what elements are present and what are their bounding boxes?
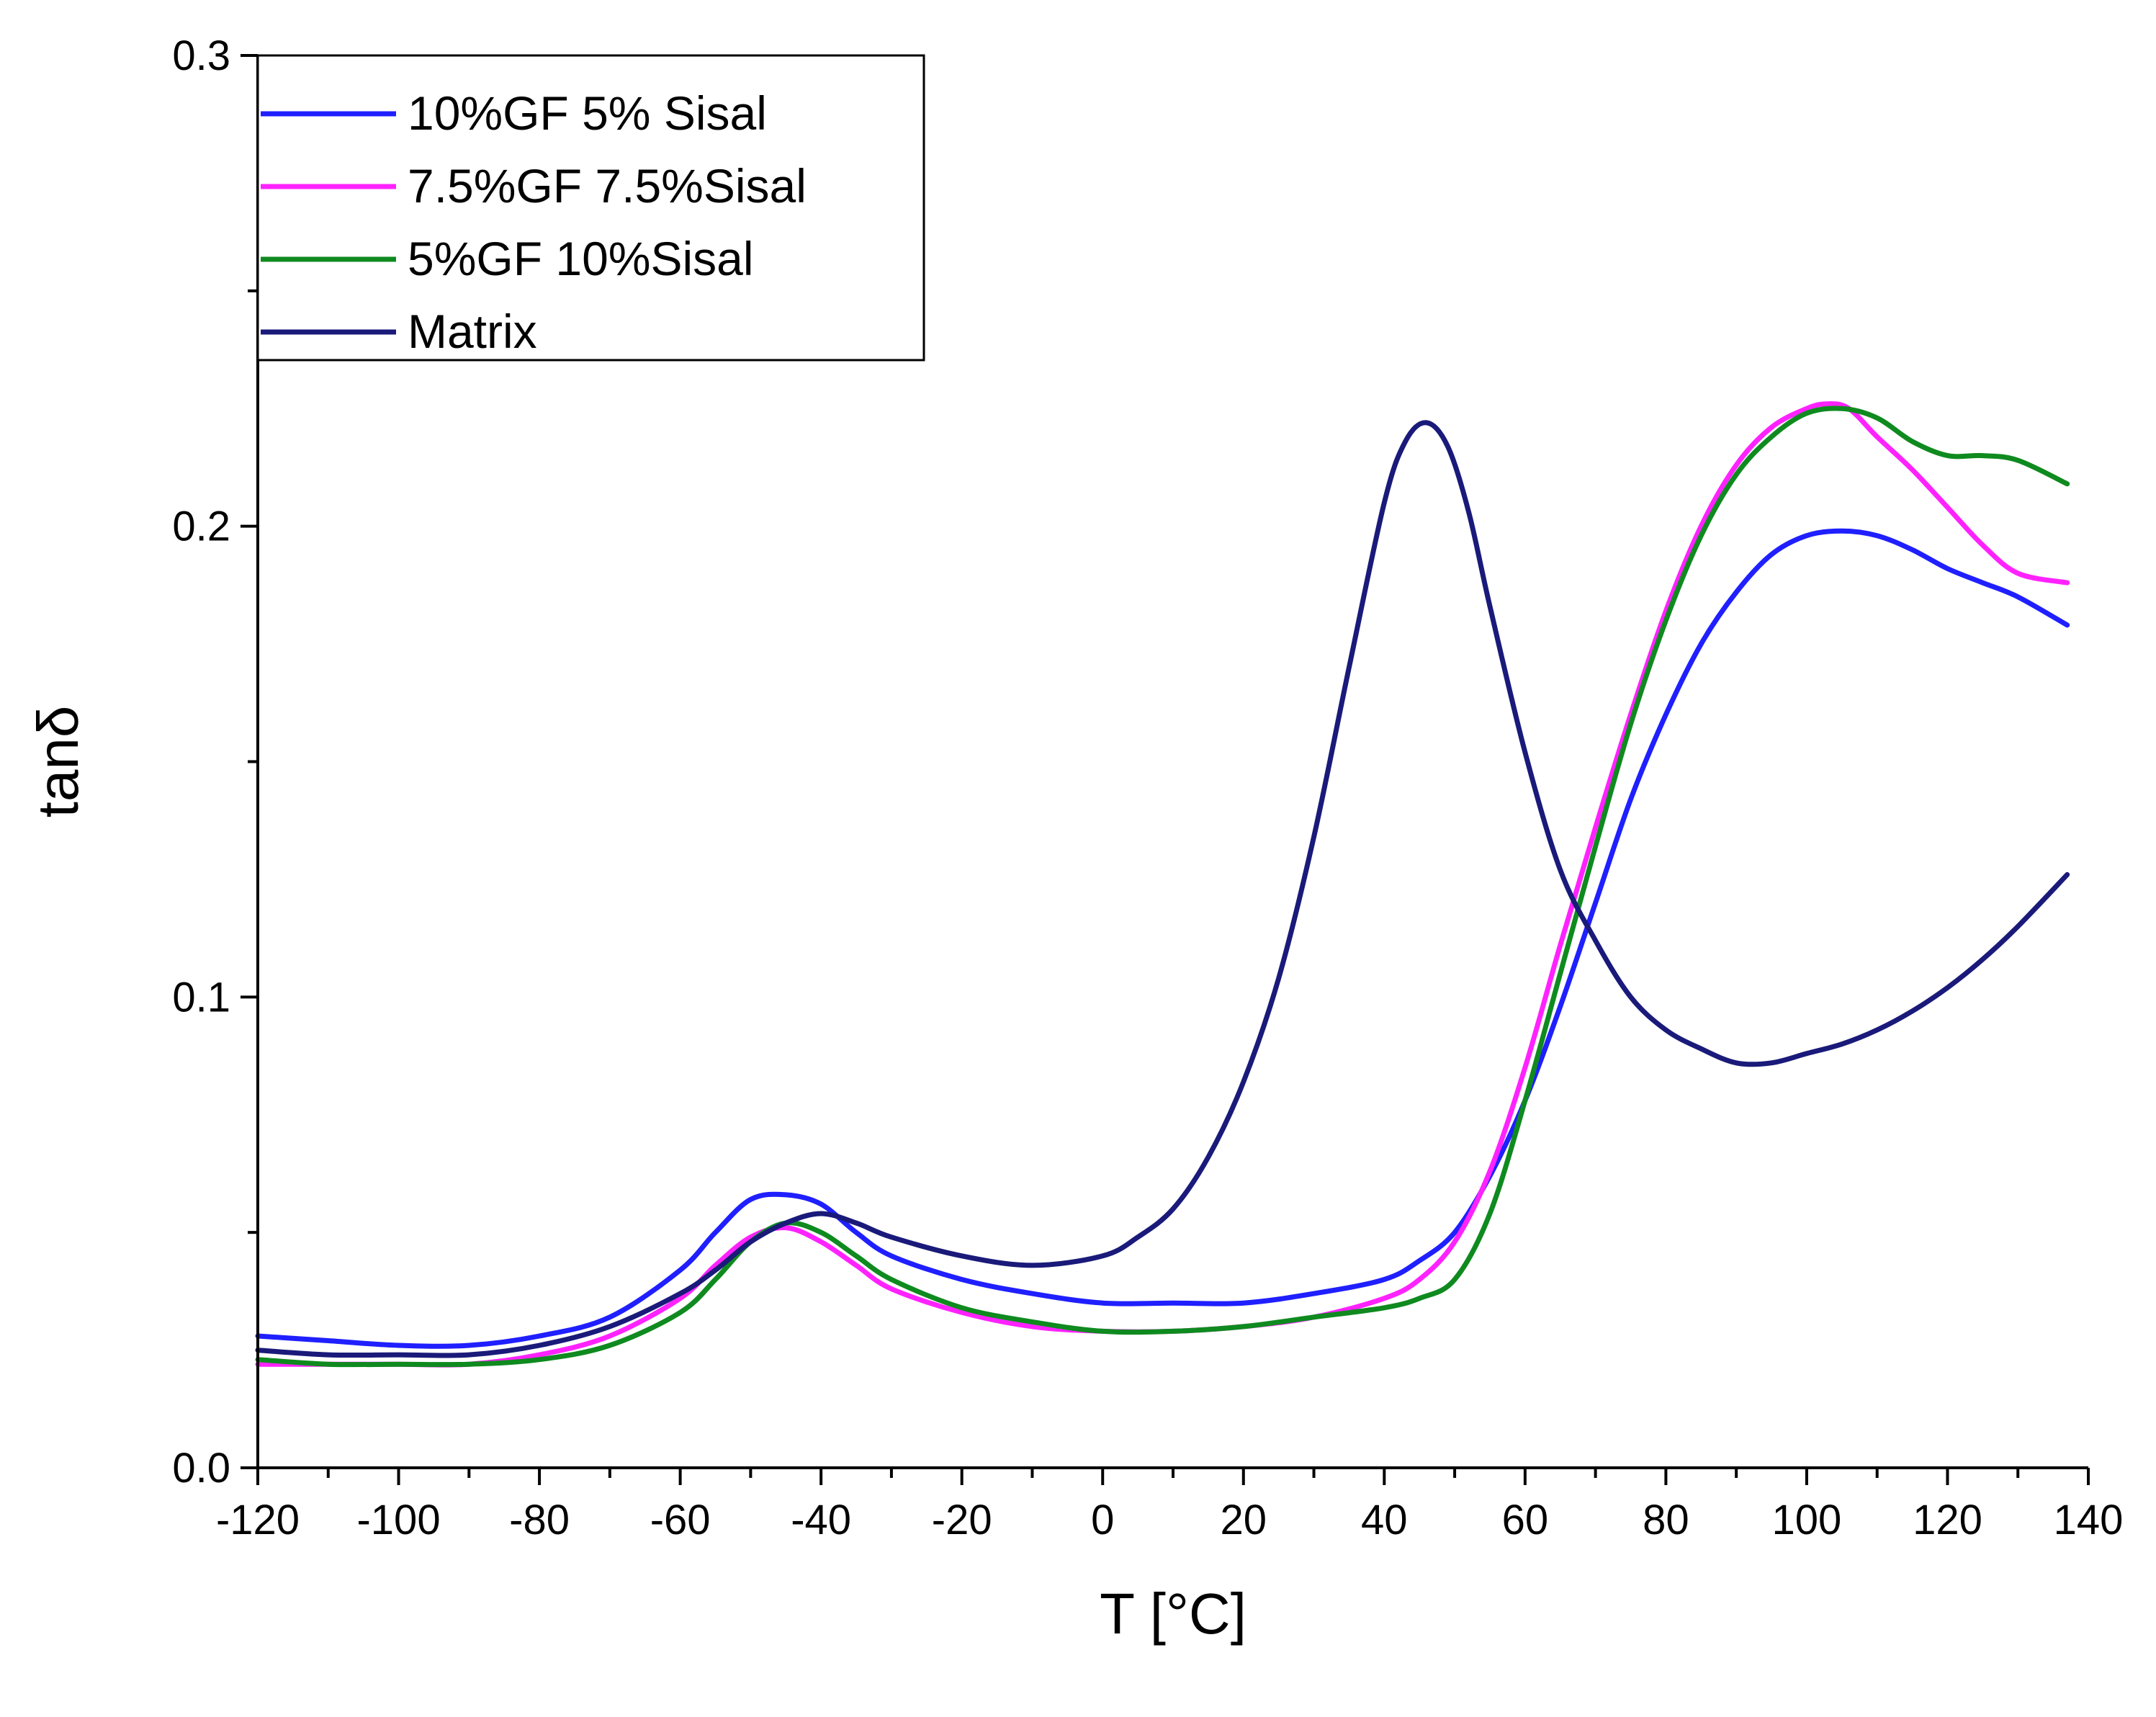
legend-box bbox=[256, 54, 925, 362]
x-tick-label: -20 bbox=[932, 1497, 992, 1543]
x-tick-label: -40 bbox=[791, 1497, 851, 1543]
y-tick-label: 0.3 bbox=[172, 32, 230, 79]
legend-label-1: 10%GF 5% Sisal bbox=[408, 86, 767, 140]
x-tick-label: 60 bbox=[1502, 1497, 1549, 1543]
y-tick-label: 0.2 bbox=[172, 503, 230, 550]
x-tick-label: 120 bbox=[1913, 1497, 1982, 1543]
x-axis-title: T [°C] bbox=[1100, 1582, 1247, 1646]
x-tick-label: 80 bbox=[1643, 1497, 1689, 1543]
legend-label-3: 5%GF 10%Sisal bbox=[408, 232, 754, 285]
y-axis-title: tanδ bbox=[26, 706, 90, 818]
x-tick-label: 0 bbox=[1091, 1497, 1114, 1543]
axes-layer: -120 -100 -80 -60 -40 -20 0 20 40 60 80 100 120 140 0.… bbox=[172, 32, 2123, 1543]
x-tick-label: -80 bbox=[509, 1497, 570, 1543]
legend: 10%GF 5% Sisal 7.5%GF 7.5%Sisal 5%GF 10%Si… bbox=[256, 54, 925, 362]
x-tick-label: -100 bbox=[356, 1497, 440, 1543]
legend-label-2: 7.5%GF 7.5%Sisal bbox=[408, 159, 807, 212]
series-line-3 bbox=[255, 405, 2070, 1368]
x-tick-label: 20 bbox=[1221, 1497, 1267, 1543]
y-tick-label: 0.1 bbox=[172, 974, 230, 1021]
series-line-4 bbox=[255, 420, 2070, 1358]
x-tick-label: -60 bbox=[650, 1497, 711, 1543]
legend-label-4: Matrix bbox=[408, 305, 537, 358]
series-line-1 bbox=[255, 528, 2070, 1349]
x-tick-label: 100 bbox=[1772, 1497, 1842, 1543]
series-layer bbox=[255, 401, 2070, 1368]
x-tick-label: 140 bbox=[2054, 1497, 2124, 1543]
y-tick-label: 0.0 bbox=[172, 1445, 230, 1492]
x-tick-label: -120 bbox=[216, 1497, 300, 1543]
x-tick-label: 40 bbox=[1361, 1497, 1408, 1543]
